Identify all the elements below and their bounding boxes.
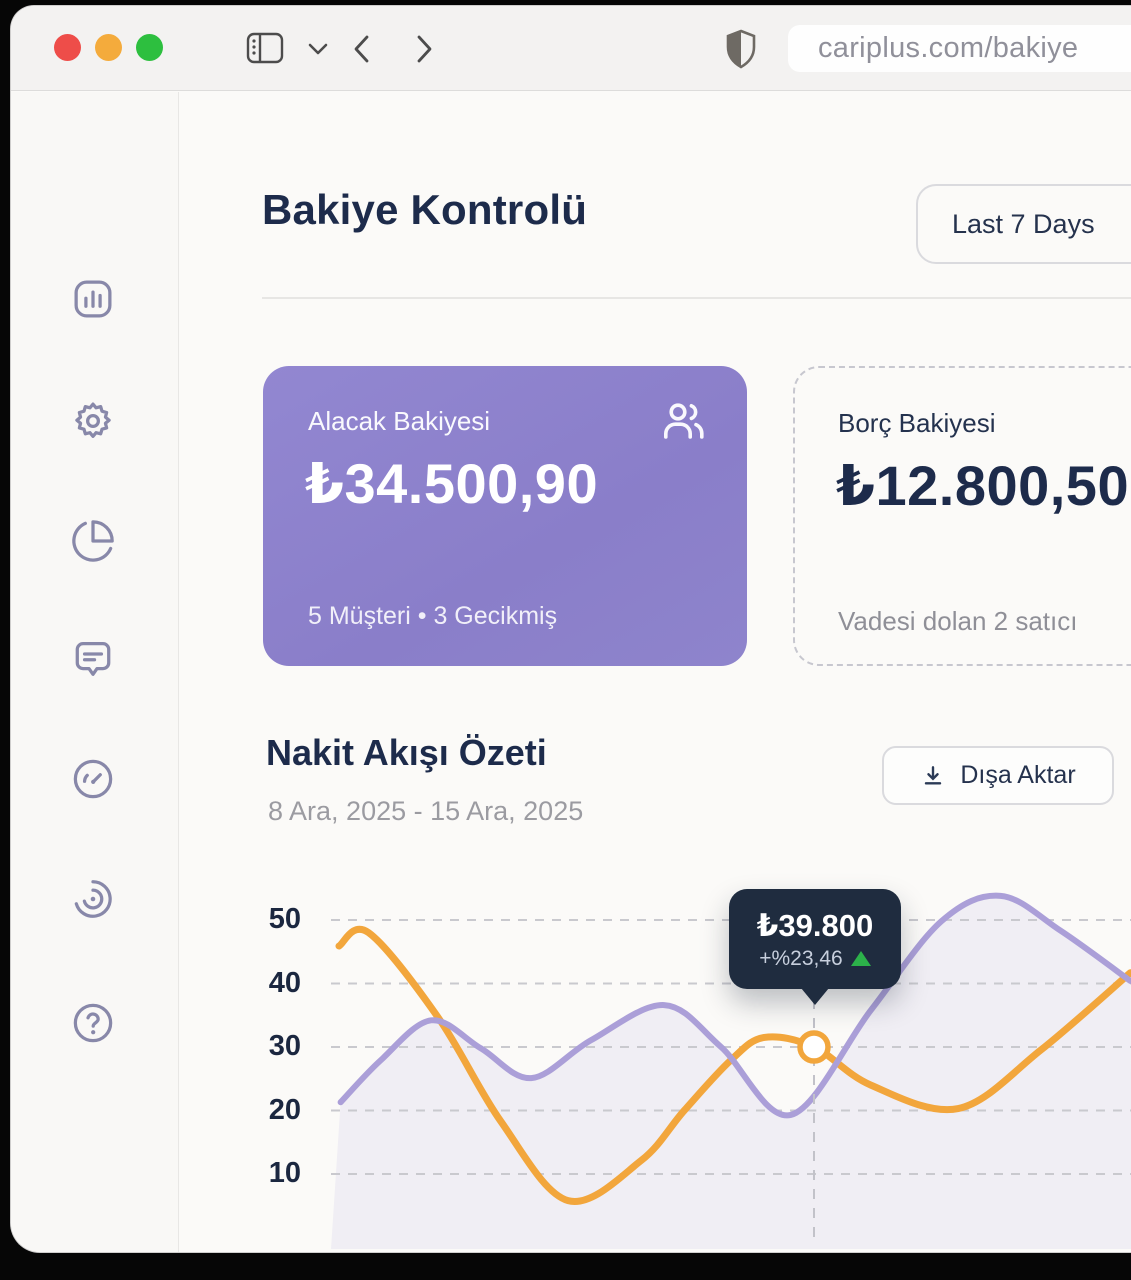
tooltip-change: +%23,46 [759,947,871,971]
help-icon [73,1003,113,1043]
receivable-balance-card[interactable]: Alacak Bakiyesi ₺34.500,90 5 Müşteri • 3… [263,366,747,666]
pie-chart-icon [72,520,114,562]
y-axis-label: 20 [268,1093,301,1126]
sidebar-item-analytics[interactable] [69,275,117,323]
sidebar-item-settings[interactable] [69,397,117,445]
sidebar-toggle-icon[interactable] [245,30,285,66]
y-axis-label: 10 [268,1157,301,1189]
header-divider [262,297,1131,299]
debt-balance-card[interactable]: Borç Bakiyesi ₺12.800,50 Vadesi dolan 2 … [793,366,1131,666]
sidebar-item-messages[interactable] [69,635,117,683]
y-axis-label: 50 [268,903,301,935]
y-axis-label: 40 [268,966,301,999]
forward-button-icon[interactable] [413,33,435,65]
back-button-icon[interactable] [351,33,373,65]
receivable-amount: ₺34.500,90 [305,452,599,515]
zoom-window-button[interactable] [136,34,163,61]
export-button[interactable]: Dışa Aktar [882,746,1114,805]
chevron-down-icon[interactable] [307,41,329,57]
date-range-button[interactable]: Last 7 Days [916,184,1131,264]
chat-icon [75,642,111,676]
address-bar-url: cariplus.com/bakiye [818,32,1079,64]
debt-meta: Vadesi dolan 2 satıcı [838,606,1078,636]
sidebar-item-help[interactable] [69,999,117,1047]
debt-label: Borç Bakiyesi [838,408,996,438]
sidebar-item-records[interactable] [69,875,117,923]
browser-window: cariplus.com/bakiye [10,5,1131,1253]
download-icon [925,765,942,785]
minimize-window-button[interactable] [95,34,122,61]
sidebar-item-performance[interactable] [69,755,117,803]
spiral-icon [74,880,112,918]
trend-up-icon [850,951,871,966]
export-button-label: Dışa Aktar [960,761,1076,789]
bar-chart-icon [74,280,112,318]
debt-amount: ₺12.800,50 [836,454,1130,517]
y-axis-label: 30 [268,1030,301,1062]
tooltip-pointer [801,988,829,1005]
gauge-icon [73,759,113,799]
cashflow-section-title: Nakit Akışı Özeti [266,732,547,773]
shield-privacy-icon[interactable] [725,29,757,71]
address-bar[interactable]: cariplus.com/bakiye [788,25,1131,72]
cashflow-chart[interactable] [331,881,1131,1249]
tooltip-value: ₺39.800 [756,907,874,943]
highlight-marker[interactable] [797,1030,831,1064]
gear-icon [75,402,111,438]
page-title: Bakiye Kontrolü [262,186,588,233]
sidebar-nav [11,92,179,1252]
chart-tooltip: ₺39.800 +%23,46 [729,889,901,1005]
browser-toolbar: cariplus.com/bakiye [11,6,1131,91]
cashflow-date-range: 8 Ara, 2025 - 15 Ara, 2025 [268,796,584,826]
receivable-label: Alacak Bakiyesi [308,406,491,436]
sidebar-item-reports[interactable] [69,517,117,565]
tooltip-change-text: +%23,46 [759,946,843,970]
series-nakit-girisi [335,925,1131,1206]
close-window-button[interactable] [54,34,81,61]
receivable-meta: 5 Müşteri • 3 Gecikmiş [308,602,558,630]
series-nakit-cikisi [337,892,1131,1119]
users-icon [664,403,704,439]
